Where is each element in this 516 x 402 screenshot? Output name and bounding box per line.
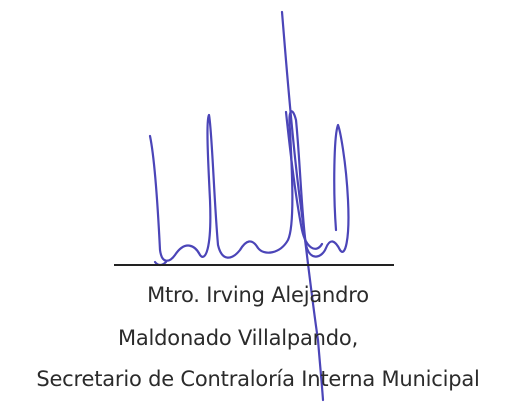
signer-name-line-2: Maldonado Villalpando,	[117, 326, 359, 350]
signer-name-line-1: Mtro. Irving Alejandro	[147, 283, 369, 307]
signature-stroke-loop	[284, 110, 324, 250]
signature-line	[114, 264, 394, 266]
signer-position: Secretario de Contraloría Interna Munici…	[36, 367, 480, 391]
signature-stroke-main	[148, 110, 350, 262]
